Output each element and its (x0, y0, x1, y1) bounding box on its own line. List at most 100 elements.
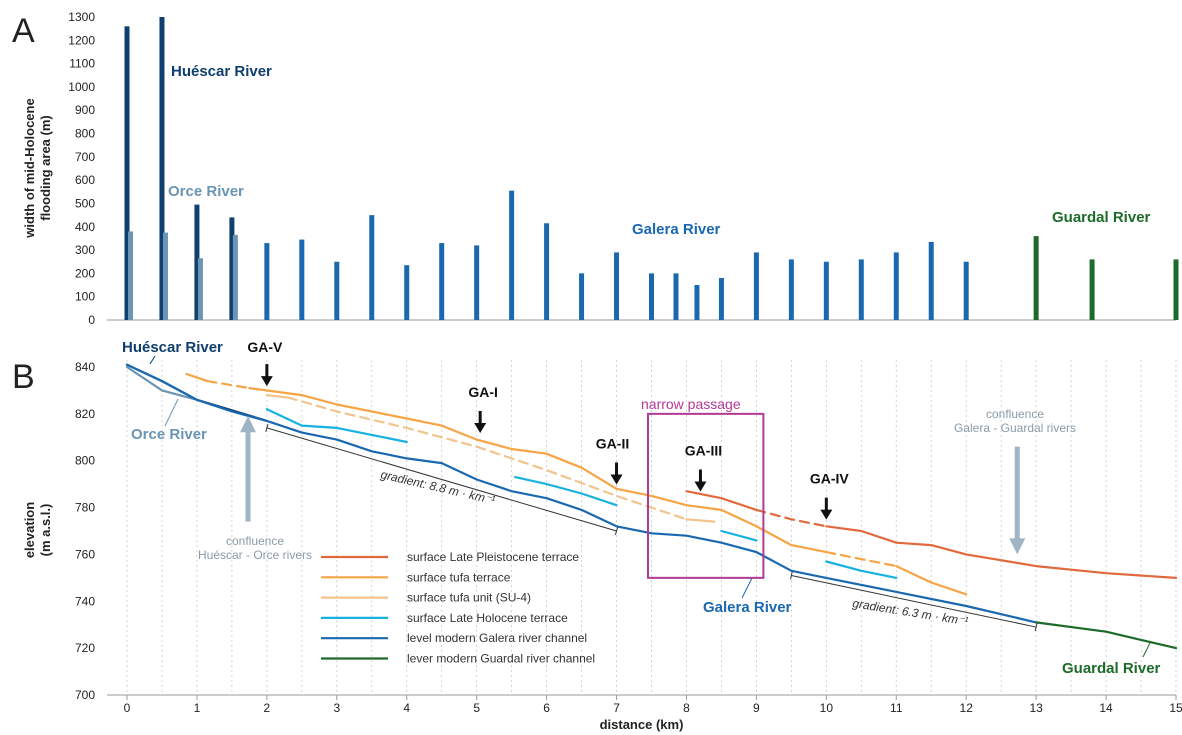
panel-b-x-tick-label: 2 (264, 701, 271, 715)
panel-b-x-tick-label: 5 (473, 701, 480, 715)
panel-a-bar (197, 258, 203, 320)
panel-b-y-tick-label: 740 (75, 594, 95, 608)
panel-a-bar (299, 239, 305, 320)
panel-a-y-tick-label: 0 (88, 313, 95, 327)
panel-b-series-line (513, 476, 618, 507)
narrow-passage-label: narrow passage (641, 396, 741, 412)
panel-b-gradient-bracket (266, 427, 617, 532)
confluence-label-line: confluence (986, 407, 1044, 421)
panel-b-y-tick-label: 800 (75, 454, 95, 468)
narrow-passage-box (647, 412, 765, 579)
panel-b-y-tick-label: 820 (75, 407, 95, 421)
panel-a-y-tick-label: 600 (75, 173, 95, 187)
panel-b-gradient-label: gradient: 8.8 m · km⁻¹ (379, 467, 496, 507)
panel-b-x-tick-label: 14 (1099, 701, 1113, 715)
panel-a-bar (963, 261, 969, 320)
panel-b-y-axis-label-line: (m a.s.l.) (38, 504, 53, 557)
panel-a-bar (1173, 259, 1179, 320)
confluence-label: confluence Galera - Guardal rivers (954, 407, 1076, 435)
site-marker-arrow-head (260, 376, 273, 387)
river-label-leader (1142, 642, 1151, 658)
legend-entry: lever modern Guardal river channel (407, 652, 595, 666)
panel-b-gradient-cap (790, 571, 793, 580)
panel-b-x-tick-label: 0 (124, 701, 131, 715)
panel-a-bar (127, 231, 133, 320)
legend-entry: surface Late Pleistocene terrace (407, 550, 579, 564)
panel-b-x-tick-label: 6 (543, 701, 550, 715)
panel-b-x-tick-label: 4 (403, 701, 410, 715)
confluence-label-line: confluence (226, 534, 284, 548)
panel-b-gradient-cap (614, 527, 619, 535)
panel-a-bar (474, 245, 480, 320)
panel-b-x-tick-label: 3 (333, 701, 340, 715)
site-marker-label: GA-III (685, 443, 722, 459)
panel-a-bar (694, 285, 700, 320)
panel-b-series-line (755, 508, 828, 528)
panel-a-bar (334, 261, 340, 320)
panel-b-river-label: Galera River (703, 599, 792, 616)
panel-a-bar-chart: 0 100 200 300 400 500 600 700 800 900 1000 1100 1200… (22, 10, 1179, 327)
confluence-arrow-head (239, 416, 256, 433)
panel-b-y-axis-label: elevation(m a.s.l.) (22, 502, 53, 558)
site-marker-label: GA-II (596, 435, 629, 451)
panel-b-series-line (720, 529, 758, 542)
panel-a-series-label: Guardal River (1052, 209, 1151, 226)
site-marker-arrow-head (820, 509, 833, 520)
panel-a-bar (194, 204, 200, 320)
panel-b-gradient-bracket (791, 575, 1037, 628)
panel-b-x-tick-label: 1 (194, 701, 201, 715)
panel-a-bar (673, 273, 679, 320)
confluence-label-line: Galera - Guardal rivers (954, 421, 1076, 435)
panel-b-series-line (185, 372, 209, 383)
panel-a-bar (544, 223, 550, 320)
panel-a-bar (229, 217, 235, 320)
site-marker-arrow-head (694, 481, 707, 492)
panel-a-y-tick-label: 1300 (68, 10, 95, 24)
river-label-leader (149, 355, 156, 365)
panel-b-series-line (825, 560, 898, 580)
panel-a-y-tick-label: 1000 (68, 80, 95, 94)
panel-b-series-line (265, 394, 289, 399)
panel-b-y-axis-label-line: elevation (22, 502, 37, 558)
panel-b-y-tick-label: 720 (75, 641, 95, 655)
panel-a-y-axis-label: width of mid-Holoceneflooding area (m) (22, 98, 53, 238)
panel-a-bar (753, 252, 759, 320)
panel-b-series-line (1034, 621, 1178, 650)
panel-a-bar (858, 259, 864, 320)
site-marker-label: GA-I (468, 384, 498, 400)
panel-a-y-tick-label: 1100 (69, 57, 95, 71)
legend-entry: level modern Galera river channel (407, 631, 587, 645)
site-marker-arrow-head (474, 422, 487, 433)
panel-a-series-label: Orce River (168, 183, 244, 200)
panel-a-bar (928, 241, 934, 320)
panel-b-river-label: Orce River (131, 426, 207, 443)
panel-b-y-tick-label: 780 (75, 501, 95, 515)
river-label-leader (741, 577, 753, 599)
panel-a-bar (1089, 259, 1095, 320)
panel-b-x-tick-label: 11 (890, 701, 903, 715)
site-marker-label: GA-IV (810, 471, 850, 487)
site-marker-label: GA-V (247, 339, 283, 355)
panel-b-profile-chart: 0 1 2 3 4 5 6 7 8 9 10 11 12 13 14 15700720740760780800… (22, 339, 1182, 732)
panel-a-y-axis-label-line: width of mid-Holocene (22, 98, 37, 238)
confluence-arrow-head (1009, 538, 1026, 555)
panel-a-y-axis-label-line: flooding area (m) (38, 115, 53, 220)
panel-a-bar (579, 273, 585, 320)
panel-b-series-line (286, 396, 688, 521)
panel-b-x-tick-label: 7 (613, 701, 620, 715)
panel-b-y-tick-label: 700 (75, 688, 95, 702)
panel-b-gradient-cap (1034, 623, 1038, 632)
panel-a-y-tick-label: 200 (75, 266, 95, 280)
panel-b-series-line (895, 564, 968, 596)
panel-a-bar (649, 273, 654, 320)
panel-a-bar (823, 261, 829, 320)
panel-b-series-line (248, 387, 828, 554)
panel-a-y-tick-label: 800 (75, 127, 95, 141)
panel-a-bar (159, 17, 165, 320)
legend-entry: surface tufa unit (SU-4) (407, 591, 531, 605)
panel-a-y-tick-label: 100 (75, 290, 95, 304)
panel-b-series-line (125, 363, 1038, 624)
panel-b-x-tick-label: 9 (753, 701, 760, 715)
legend-entry: surface Late Holocene terrace (407, 611, 568, 625)
panel-b-series-line (685, 518, 716, 523)
